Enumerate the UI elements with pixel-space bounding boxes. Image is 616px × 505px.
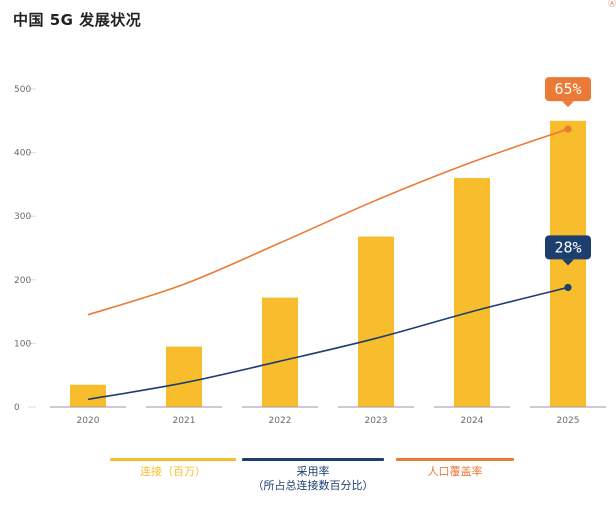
legend-swatch-coverage	[396, 458, 514, 461]
chart-svg: 0 100 200 300 400 500 2020 2021 2022 2023 2024 2025…	[14, 77, 606, 426]
bar	[70, 384, 106, 407]
bar	[166, 346, 202, 407]
x-tick-label: 2021	[173, 416, 196, 426]
bar	[454, 178, 490, 407]
legend-label-coverage: 人口覆盖率	[427, 465, 483, 478]
coverage-callout-pointer	[562, 101, 574, 108]
adoption-callout-label: 28%	[554, 238, 581, 256]
y-tick-label: 0	[14, 403, 20, 413]
adoption-callout-box	[545, 235, 591, 260]
coverage-callout: 65%	[545, 77, 591, 108]
adoption-end-point	[564, 283, 572, 292]
legend-label-adoption: 采用率	[296, 465, 330, 478]
y-tick-label: 400	[14, 149, 31, 159]
y-tick-label: 300	[14, 212, 31, 222]
y-tick-label: 100	[14, 339, 31, 349]
legend-label-adoption-sub: （所占总连接数百分比）	[252, 479, 374, 492]
bar	[262, 297, 298, 407]
bar	[358, 236, 394, 407]
legend-swatch-adoption	[242, 458, 384, 461]
legend-item-coverage: 人口覆盖率	[396, 458, 514, 479]
corner-logo-icon: Ⓐ	[608, 0, 616, 8]
y-tick-label: 500	[14, 85, 31, 95]
x-tick-label: 2025	[557, 416, 580, 426]
x-tick-label: 2020	[77, 416, 100, 426]
adoption-callout-pointer	[562, 259, 574, 266]
y-tick-label: 200	[14, 276, 31, 286]
coverage-end-point	[564, 125, 572, 133]
coverage-callout-box	[545, 77, 591, 102]
adoption-callout: 28%	[545, 235, 591, 266]
x-tick-label: 2023	[365, 416, 388, 426]
chart-title: 中国 5G 发展状况	[13, 11, 142, 29]
legend-swatch-connections	[110, 458, 236, 461]
legend-item-adoption: 采用率 （所占总连接数百分比）	[242, 458, 384, 493]
legend-item-connections: 连接（百万）	[110, 458, 236, 479]
coverage-callout-label: 65%	[554, 80, 581, 98]
x-tick-label: 2024	[461, 416, 484, 426]
coverage-line	[87, 128, 569, 316]
adoption-line	[87, 286, 569, 401]
x-tick-label: 2022	[269, 416, 292, 426]
legend-label-connections: 连接（百万）	[140, 465, 206, 478]
